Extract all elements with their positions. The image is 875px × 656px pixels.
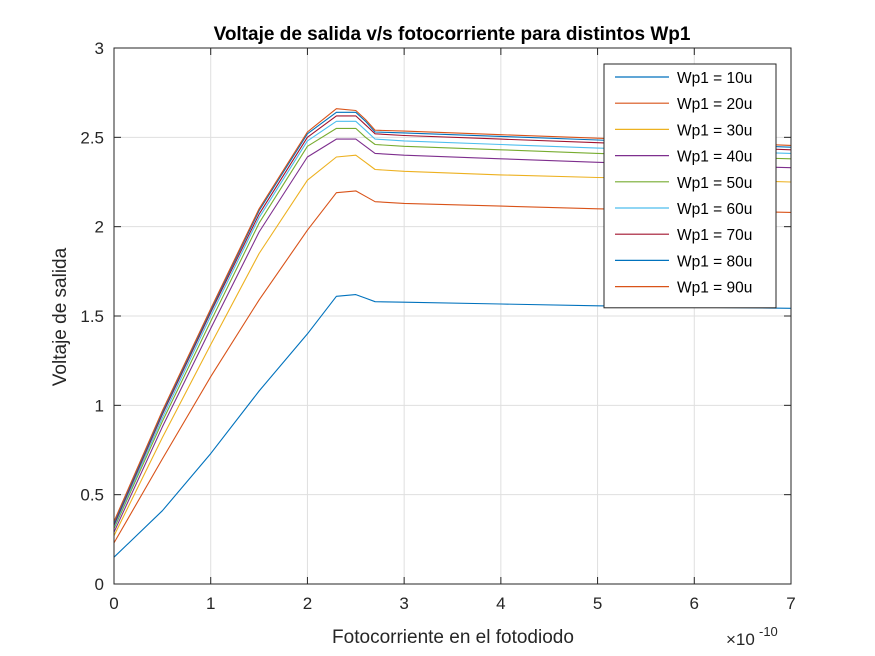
y-tick-label: 2 bbox=[95, 218, 104, 237]
y-tick-label: 1.5 bbox=[80, 307, 104, 326]
legend-label: Wp1 = 30u bbox=[677, 122, 752, 139]
x-tick-label: 0 bbox=[109, 594, 118, 613]
series-line-7 bbox=[113, 115, 792, 526]
y-tick-label: 3 bbox=[95, 39, 104, 58]
series-line-5 bbox=[113, 127, 792, 529]
y-tick-label: 1 bbox=[95, 396, 104, 415]
series-lines bbox=[113, 108, 792, 558]
x-tick-label: 2 bbox=[303, 594, 312, 613]
legend-label: Wp1 = 60u bbox=[677, 201, 752, 218]
legend-label: Wp1 = 80u bbox=[677, 253, 752, 270]
legend-label: Wp1 = 90u bbox=[677, 280, 752, 297]
x-tick-label: 6 bbox=[690, 594, 699, 613]
tick-labels: 0 1 2 3 4 5 6 7 0 0.5 1 1.5 2 2.5 3 bbox=[80, 39, 795, 613]
legend-label: Wp1 = 70u bbox=[677, 227, 752, 244]
legend-label: Wp1 = 10u bbox=[677, 70, 752, 87]
y-tick-label: 0 bbox=[95, 575, 104, 594]
x-exponent-base: ×10 bbox=[726, 630, 755, 649]
legend-label: Wp1 = 20u bbox=[677, 96, 752, 113]
y-tick-label: 0.5 bbox=[80, 486, 104, 505]
legend-label: Wp1 = 40u bbox=[677, 149, 752, 166]
chart-title: Voltaje de salida v/s fotocorriente para… bbox=[214, 24, 691, 45]
x-tick-label: 4 bbox=[496, 594, 505, 613]
x-axis-label: Fotocorriente en el fotodiodo bbox=[332, 627, 574, 648]
x-tick-label: 5 bbox=[593, 594, 602, 613]
x-tick-label: 7 bbox=[786, 594, 795, 613]
x-exponent-power: -10 bbox=[759, 624, 778, 639]
legend-box bbox=[603, 63, 777, 309]
series-line-4 bbox=[113, 138, 792, 533]
series-line-3 bbox=[113, 154, 792, 537]
y-tick-label: 2.5 bbox=[80, 128, 104, 147]
series-line-6 bbox=[113, 120, 792, 528]
x-tick-label: 1 bbox=[206, 594, 215, 613]
x-exponent-label: ×10 -10 bbox=[726, 624, 778, 649]
series-line-9 bbox=[113, 108, 792, 522]
legend-label: Wp1 = 50u bbox=[677, 175, 752, 192]
legend: Wp1 = 10u Wp1 = 20u Wp1 = 30u Wp1 = 40u Wp1 … bbox=[603, 63, 777, 309]
series-line-2 bbox=[113, 190, 792, 544]
y-axis-label: Voltaje de salida bbox=[50, 247, 71, 386]
axis-ticks bbox=[113, 47, 792, 585]
x-tick-label: 3 bbox=[399, 594, 408, 613]
series-line-8 bbox=[113, 111, 792, 524]
series-line-1 bbox=[113, 294, 792, 558]
